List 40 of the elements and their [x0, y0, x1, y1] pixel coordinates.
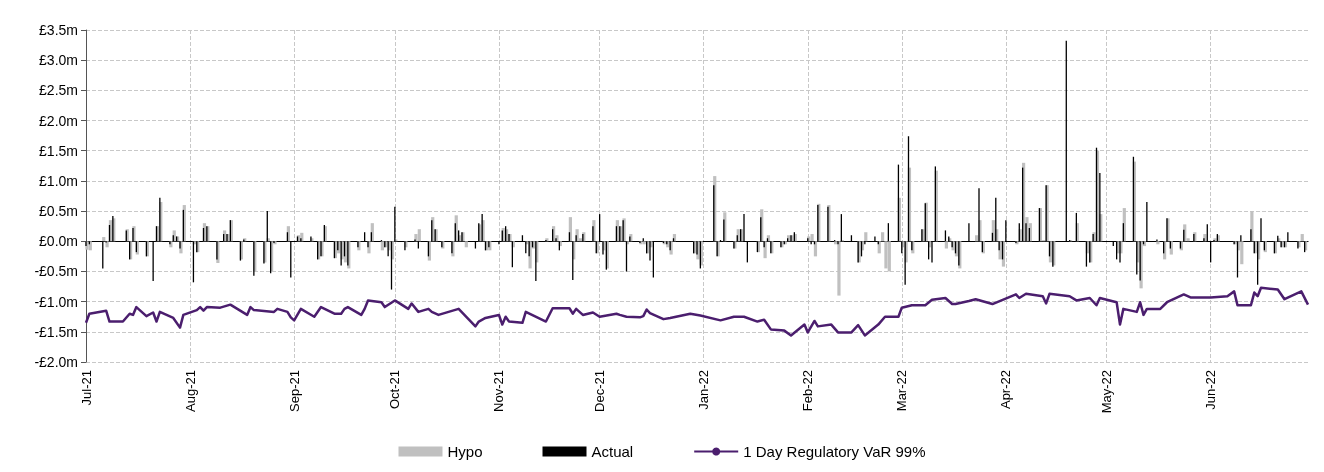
y-tick-label: £3.5m	[39, 22, 78, 38]
x-tick-label: May-22	[1099, 370, 1115, 414]
bar	[944, 241, 948, 249]
x-tick-label: Jun-22	[1203, 370, 1219, 410]
bar	[105, 241, 109, 248]
bar	[417, 229, 421, 242]
y-tick-label: £0.5m	[39, 203, 78, 220]
y-tick-label: £1.0m	[39, 172, 78, 189]
y-tick-label: £0.0m	[39, 233, 78, 250]
y-tick-label: -£1.5m	[34, 323, 78, 340]
bar	[884, 241, 888, 269]
x-tick-label: Nov-21	[491, 370, 507, 412]
bar	[380, 241, 384, 251]
x-tick-label: Aug-21	[182, 370, 198, 412]
legend-label: 1 Day Regulatory VaR 99%	[743, 443, 926, 460]
y-tick-label: -£0.5m	[34, 263, 78, 280]
y-tick-label: £2.5m	[39, 82, 78, 99]
line-series	[84, 286, 1310, 337]
legend-label: Actual	[591, 443, 634, 460]
bar	[464, 241, 468, 248]
bar	[1240, 241, 1244, 265]
bar	[813, 241, 818, 257]
bar	[974, 235, 979, 242]
x-tick-label: Oct-21	[387, 370, 403, 410]
y-tick-label: -£1.0m	[34, 293, 78, 310]
y-tick-label: -£2.0m	[34, 354, 78, 370]
bar	[1300, 234, 1304, 242]
y-tick-label: £1.5m	[39, 142, 78, 159]
x-tick-label: Sep-21	[286, 370, 302, 412]
legend-label: Hypo	[447, 443, 483, 460]
x-tick-label: Feb-22	[800, 370, 816, 412]
x-tick-label: Jan-22	[696, 370, 712, 410]
bar	[864, 232, 868, 242]
x-tick-label: Apr-22	[998, 370, 1014, 410]
y-tick-label: £2.0m	[39, 112, 78, 129]
y-tick-label: £3.0m	[39, 52, 78, 69]
x-tick-label: Mar-22	[894, 370, 910, 412]
x-tick-label: Jul-21	[78, 370, 94, 406]
x-tick-label: Dec-21	[592, 370, 608, 412]
bar	[880, 232, 885, 242]
